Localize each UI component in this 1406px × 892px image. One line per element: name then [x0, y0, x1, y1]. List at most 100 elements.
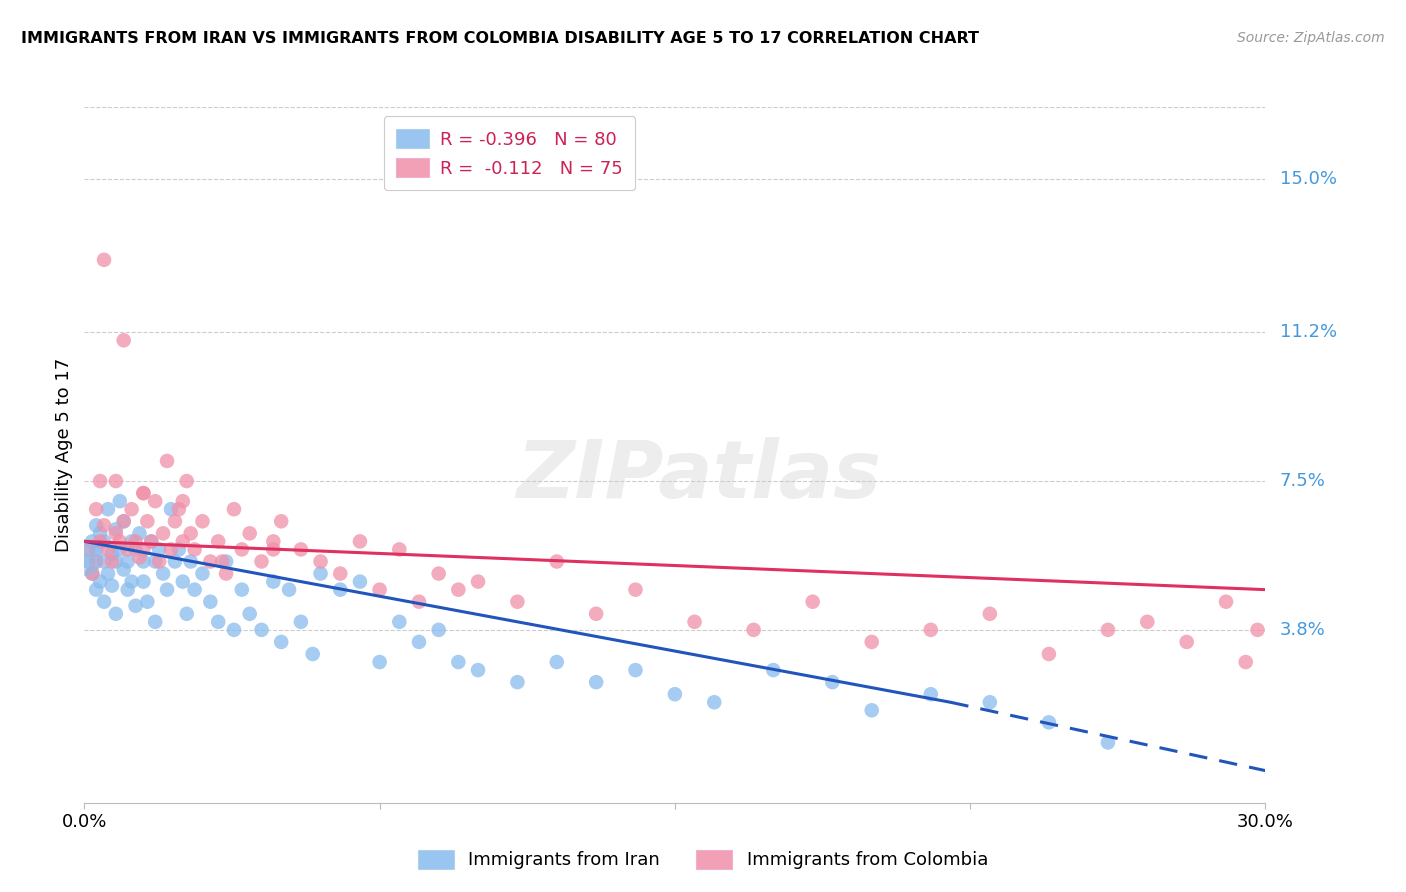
Point: [148, 542, 170, 557]
Point: [290, 542, 312, 557]
Point: [624, 663, 647, 677]
Point: [132, 554, 155, 568]
Point: [104, 474, 127, 488]
Point: [207, 615, 229, 629]
Point: [222, 623, 245, 637]
Point: [104, 554, 127, 568]
Point: [506, 595, 529, 609]
Point: [270, 635, 292, 649]
Point: [101, 579, 124, 593]
Point: [117, 554, 139, 568]
Point: [349, 534, 371, 549]
Point: [1215, 595, 1237, 609]
Point: [97, 566, 120, 581]
Point: [301, 647, 323, 661]
Point: [124, 542, 146, 557]
Point: [93, 518, 115, 533]
Point: [128, 526, 150, 541]
Point: [152, 526, 174, 541]
Point: [176, 474, 198, 488]
Point: [262, 534, 284, 549]
Point: [447, 582, 470, 597]
Point: [742, 623, 765, 637]
Point: [250, 623, 273, 637]
Point: [89, 534, 111, 549]
Point: [108, 534, 131, 549]
Point: [1136, 615, 1159, 629]
Point: [1234, 655, 1257, 669]
Point: [979, 607, 1001, 621]
Point: [132, 486, 155, 500]
Point: [860, 703, 883, 717]
Point: [239, 526, 262, 541]
Point: [172, 574, 194, 589]
Point: [329, 582, 352, 597]
Point: [546, 655, 568, 669]
Point: [309, 554, 332, 568]
Legend: Immigrants from Iran, Immigrants from Colombia: Immigrants from Iran, Immigrants from Co…: [409, 841, 997, 879]
Point: [207, 534, 229, 549]
Point: [215, 566, 238, 581]
Point: [108, 542, 131, 557]
Point: [703, 695, 725, 709]
Point: [93, 595, 115, 609]
Point: [160, 542, 183, 557]
Point: [200, 595, 222, 609]
Point: [89, 474, 111, 488]
Point: [270, 514, 292, 528]
Point: [506, 675, 529, 690]
Point: [97, 542, 120, 557]
Point: [104, 607, 127, 621]
Point: [82, 534, 104, 549]
Point: [368, 582, 391, 597]
Point: [93, 252, 115, 267]
Point: [84, 554, 107, 568]
Point: [132, 486, 155, 500]
Point: [124, 534, 146, 549]
Point: [104, 522, 127, 536]
Point: [163, 554, 186, 568]
Point: [191, 566, 214, 581]
Point: [82, 566, 104, 581]
Point: [84, 542, 107, 557]
Point: [160, 502, 183, 516]
Point: [124, 599, 146, 613]
Point: [148, 554, 170, 568]
Point: [231, 542, 253, 557]
Point: [408, 595, 430, 609]
Point: [73, 550, 96, 565]
Point: [77, 542, 100, 557]
Point: [624, 582, 647, 597]
Point: [427, 623, 450, 637]
Point: [143, 554, 166, 568]
Point: [156, 454, 179, 468]
Point: [121, 534, 143, 549]
Point: [368, 655, 391, 669]
Point: [89, 574, 111, 589]
Point: [128, 550, 150, 565]
Point: [427, 566, 450, 581]
Point: [132, 542, 155, 557]
Point: [141, 534, 163, 549]
Text: Source: ZipAtlas.com: Source: ZipAtlas.com: [1237, 31, 1385, 45]
Point: [101, 554, 124, 568]
Point: [167, 502, 190, 516]
Point: [101, 546, 124, 560]
Point: [97, 502, 120, 516]
Legend: R = -0.396   N = 80, R =  -0.112   N = 75: R = -0.396 N = 80, R = -0.112 N = 75: [384, 116, 636, 190]
Text: 7.5%: 7.5%: [1279, 472, 1326, 490]
Point: [89, 526, 111, 541]
Point: [1246, 623, 1268, 637]
Text: IMMIGRANTS FROM IRAN VS IMMIGRANTS FROM COLOMBIA DISABILITY AGE 5 TO 17 CORRELAT: IMMIGRANTS FROM IRAN VS IMMIGRANTS FROM …: [21, 31, 979, 46]
Point: [136, 595, 159, 609]
Point: [408, 635, 430, 649]
Point: [920, 687, 942, 701]
Point: [112, 514, 135, 528]
Point: [215, 554, 238, 568]
Point: [121, 502, 143, 516]
Point: [156, 582, 179, 597]
Point: [585, 607, 607, 621]
Point: [84, 502, 107, 516]
Point: [239, 607, 262, 621]
Point: [112, 562, 135, 576]
